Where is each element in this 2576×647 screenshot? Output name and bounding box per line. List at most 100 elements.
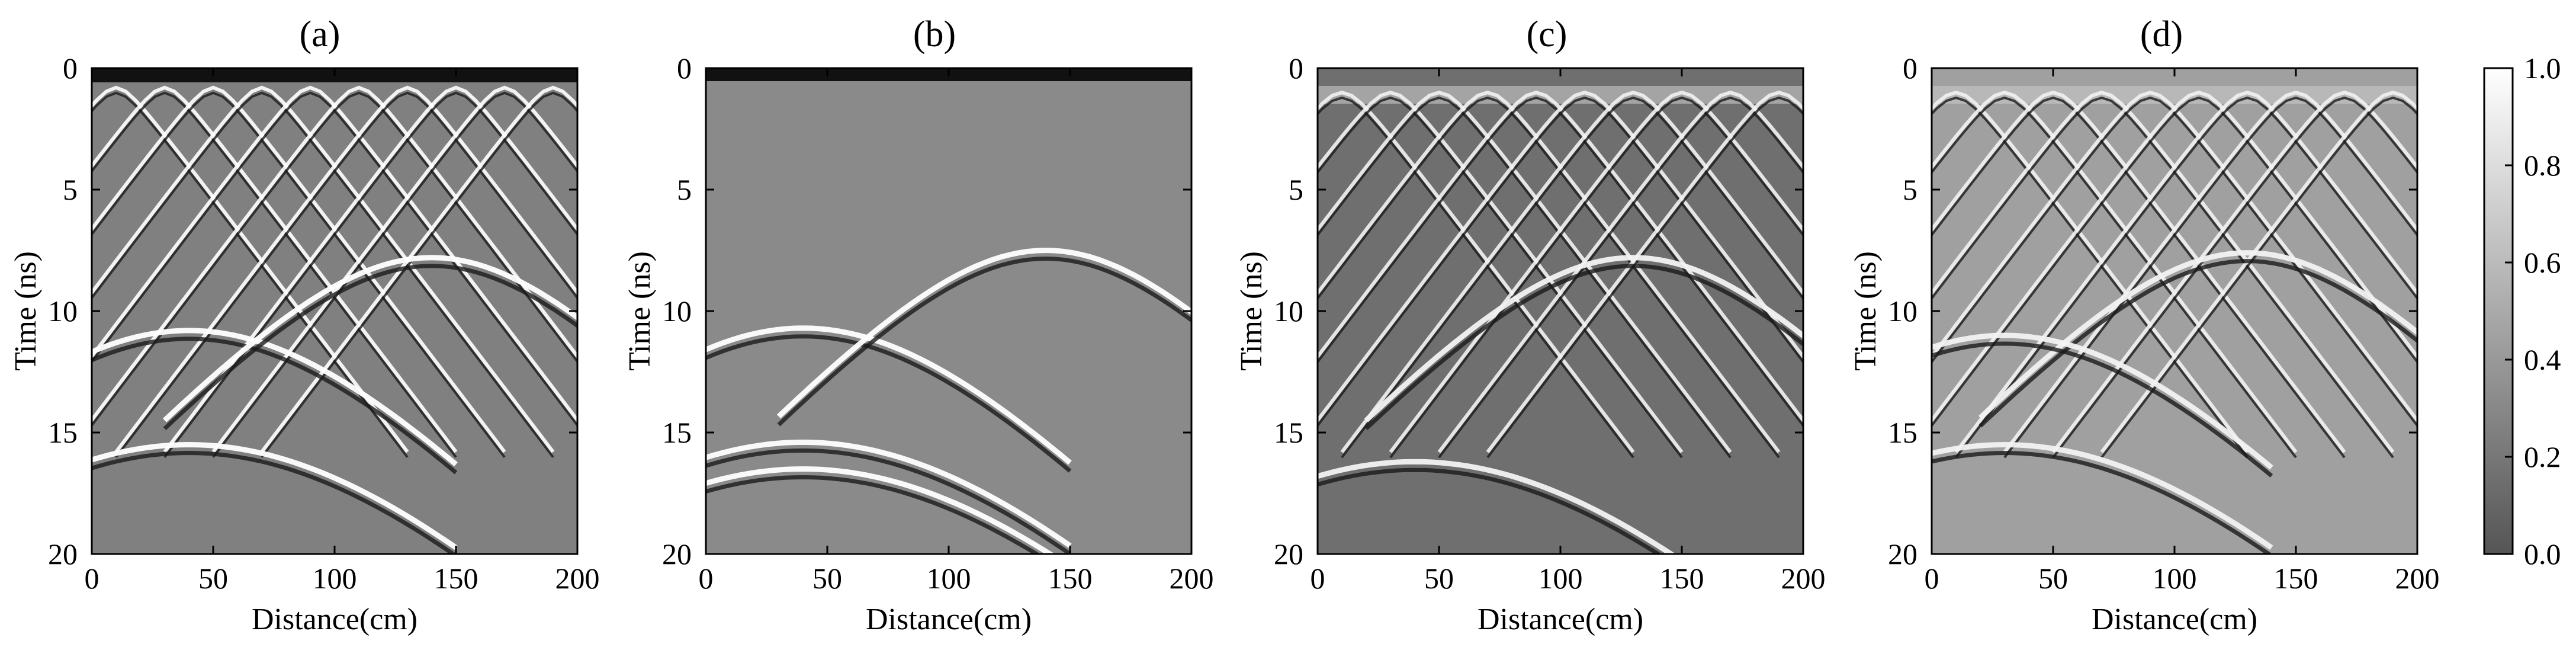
hyperbola-bright (211, 85, 577, 453)
y-tick-label: 0 (677, 52, 692, 85)
x-tick-label: 50 (2038, 562, 2068, 595)
hyperbola-bright (92, 85, 506, 453)
x-tick-label: 100 (1538, 562, 1583, 595)
hyperbola-dark (2052, 96, 2417, 459)
hyperbola-bright (1318, 459, 1676, 554)
panel-d-xlabel: Distance(cm) (2092, 603, 2257, 636)
hyperbola-bright (92, 85, 577, 423)
colorbar-tick-label: 0.6 (2524, 246, 2561, 279)
hyperbola-bright (2051, 90, 2417, 453)
hyperbola-bright (1318, 90, 1732, 453)
x-tick-label: 200 (1170, 562, 1214, 595)
hyperbola-dark (261, 91, 577, 458)
hyperbola-dark (92, 450, 457, 554)
hyperbola-bright (92, 328, 458, 467)
hyperbola-bright (1318, 90, 1803, 424)
hyperbola-bright (260, 85, 577, 453)
hyperbola-dark (1318, 96, 1780, 459)
colorbar-frame (2483, 67, 2514, 555)
colorbar-tick-label: 0.0 (2524, 537, 2561, 571)
y-tick-label: 10 (1888, 294, 1917, 328)
y-tick-label: 5 (63, 173, 78, 206)
colorbar-tick-label: 1.0 (2524, 52, 2561, 85)
y-tick-label: 15 (48, 416, 78, 449)
x-tick-label: 100 (927, 562, 971, 595)
x-tick-label: 150 (434, 562, 478, 595)
direct-wave-band (1318, 86, 1803, 104)
hyperbola-bright (2100, 90, 2417, 453)
x-tick-label: 200 (2395, 562, 2440, 595)
hyperbola-dark (777, 256, 1191, 427)
y-tick-label: 15 (1888, 416, 1917, 449)
hyperbola-bright (1437, 90, 1803, 453)
hyperbola-bright (163, 85, 577, 453)
hyperbola-dark (1932, 96, 2394, 459)
hyperbola-dark (2100, 96, 2417, 459)
direct-wave-band (1932, 86, 2417, 104)
x-tick-label: 50 (812, 562, 842, 595)
panel-b-title: (b) (913, 14, 956, 55)
hyperbola-bright (114, 85, 577, 453)
hyperbola-dark (1318, 96, 1732, 459)
colorbar: 0.0 0.2 0.4 0.6 0.8 1.0 (2483, 52, 2561, 571)
y-tick-label: 10 (48, 294, 78, 328)
hyperbola-dark (2003, 96, 2417, 459)
hyperbola-bright (1932, 90, 2395, 453)
hyperbola-bright (1978, 250, 2417, 420)
panel-b-background (706, 68, 1191, 554)
colorbar-tick-label: 0.2 (2524, 440, 2561, 473)
panel-c-ticks: 0 50 100 150 200 0 5 10 15 20 (1274, 52, 1826, 595)
colorbar-gradient (2484, 68, 2513, 554)
panel-c-title: (c) (1527, 14, 1568, 55)
hyperbola-dark (92, 91, 577, 428)
x-tick-label: 0 (1311, 562, 1325, 595)
x-tick-label: 50 (1424, 562, 1454, 595)
panel-b: (b) 0 50 100 150 200 0 5 10 15 20 Distance(cm) Ti… (623, 14, 1214, 636)
hyperbola-dark (706, 334, 1072, 473)
hyperbola-dark (92, 91, 554, 458)
y-tick-label: 20 (1888, 537, 1917, 571)
hyperbola-bright (706, 466, 1055, 554)
colorbar-tick-label: 0.4 (2524, 343, 2561, 376)
x-tick-label: 0 (699, 562, 714, 595)
hyperbola-dark (1341, 96, 1803, 459)
hyperbola-bright (92, 441, 458, 550)
hyperbola-dark (1932, 96, 2417, 428)
hyperbola-dark (706, 475, 1041, 554)
hyperbola-bright (1932, 90, 2417, 424)
y-tick-label: 20 (1274, 537, 1303, 571)
hyperbola-dark (163, 91, 577, 458)
hyperbola-bright (162, 255, 577, 422)
y-tick-label: 15 (1274, 416, 1303, 449)
x-tick-label: 200 (555, 562, 600, 595)
hyperbola-dark (92, 91, 506, 458)
y-tick-label: 0 (1289, 52, 1303, 85)
panel-a-ylabel: Time (ns) (9, 251, 43, 371)
hyperbola-bright (1364, 255, 1803, 422)
hyperbola-bright (92, 85, 577, 423)
hyperbola-dark (1955, 96, 2417, 459)
panel-b-ticks: 0 50 100 150 200 0 5 10 15 20 (662, 52, 1214, 595)
hyperbola-bright (92, 85, 555, 453)
hyperbola-dark (1932, 341, 2273, 478)
hyperbola-dark (1932, 96, 2346, 459)
x-tick-label: 150 (2274, 562, 2318, 595)
y-tick-label: 5 (677, 173, 692, 206)
hyperbola-bright (1318, 90, 1781, 453)
panel-a-ticks: 0 50 100 150 200 0 5 10 15 20 (48, 52, 600, 595)
x-tick-label: 50 (198, 562, 228, 595)
panel-c-xlabel: Distance(cm) (1477, 603, 1643, 636)
hyperbola-dark (163, 264, 577, 431)
hyperbola-bright (1932, 90, 2346, 453)
panel-a-image (92, 68, 577, 554)
hyperbola-dark (1318, 96, 1803, 428)
hyperbola-bright (1954, 90, 2417, 453)
y-tick-label: 20 (662, 537, 692, 571)
hyperbola-dark (1932, 450, 2273, 554)
y-tick-label: 20 (48, 537, 78, 571)
panel-d: (d) 0 50 100 150 200 0 5 10 15 20 Distance(cm) Ti… (1849, 14, 2440, 636)
panel-c: (c) 0 50 100 150 200 0 5 10 15 20 Distance(cm) Ti… (1235, 14, 1826, 636)
hyperbola-bright (706, 325, 1072, 465)
hyperbola-bright (776, 247, 1191, 419)
x-tick-label: 150 (1660, 562, 1704, 595)
